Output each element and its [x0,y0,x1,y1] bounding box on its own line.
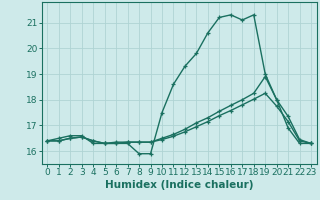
X-axis label: Humidex (Indice chaleur): Humidex (Indice chaleur) [105,180,253,190]
